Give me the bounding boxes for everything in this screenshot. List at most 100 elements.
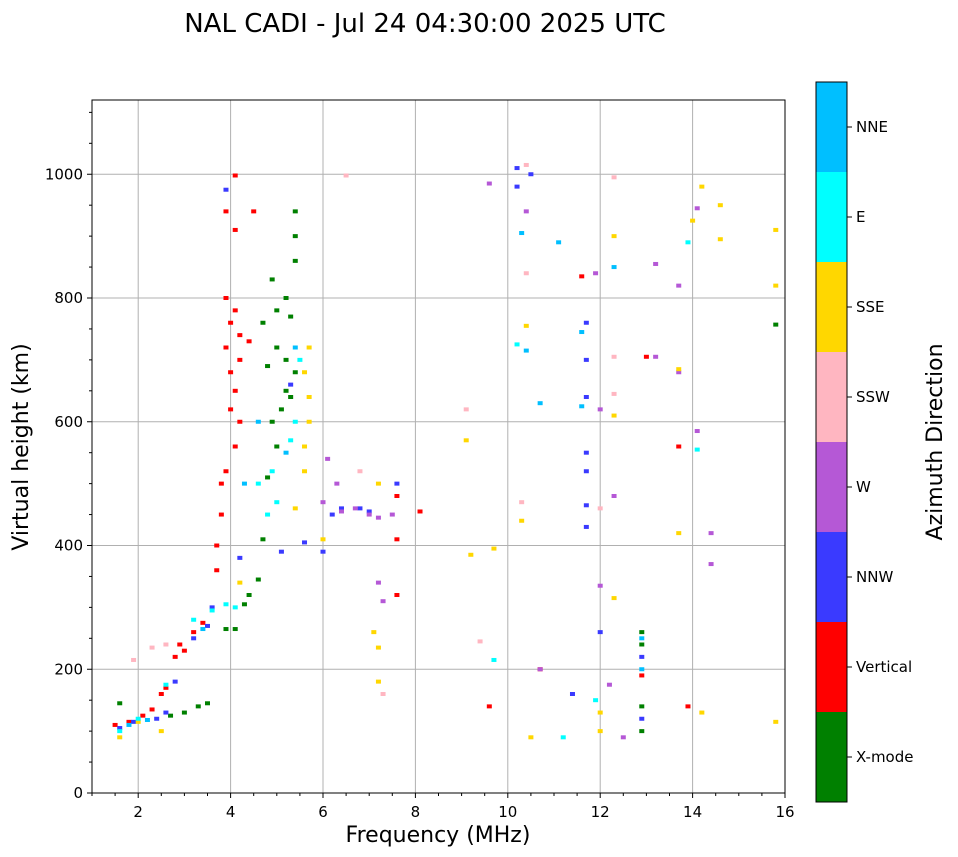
data-point-x-mode — [269, 277, 275, 282]
colorbar-title: Azimuth Direction — [923, 343, 948, 540]
data-point-sse — [463, 438, 469, 443]
data-point-sse — [292, 506, 298, 511]
data-point-x-mode — [117, 701, 123, 706]
data-point-nnw — [583, 357, 589, 362]
data-point-nne — [519, 231, 525, 236]
colorbar-segment-nnw — [816, 532, 847, 622]
data-point-e — [135, 716, 141, 721]
data-point-vertical — [232, 173, 238, 178]
data-point-sse — [676, 531, 682, 536]
data-point-x-mode — [639, 729, 645, 734]
data-point-e — [288, 438, 294, 443]
data-point-x-mode — [205, 701, 210, 706]
data-point-nne — [611, 265, 617, 270]
data-point-w — [352, 506, 358, 511]
data-point-vertical — [181, 648, 187, 653]
x-tick-label: 8 — [411, 803, 421, 821]
data-point-sse — [371, 630, 377, 635]
data-point-vertical — [140, 713, 146, 718]
data-point-nnw — [288, 382, 294, 387]
data-point-x-mode — [288, 314, 294, 319]
data-point-x-mode — [639, 630, 645, 635]
data-point-e — [255, 481, 261, 486]
data-point-sse — [773, 227, 779, 232]
data-point-x-mode — [181, 710, 187, 715]
data-point-sse — [375, 645, 381, 650]
data-point-vertical — [417, 509, 423, 514]
data-point-nnw — [639, 654, 645, 659]
y-tick-label: 600 — [54, 413, 83, 431]
colorbar-segment-ssw — [816, 352, 847, 442]
data-point-x-mode — [283, 296, 289, 300]
data-point-x-mode — [292, 258, 298, 263]
y-tick-label: 800 — [54, 289, 83, 307]
data-point-nnw — [329, 512, 335, 517]
data-point-vertical — [394, 593, 400, 597]
colorbar-label: X-mode — [856, 748, 913, 766]
data-point-x-mode — [283, 388, 289, 393]
data-point-nnw — [583, 450, 589, 455]
data-point-sse — [676, 367, 682, 372]
data-point-sse — [597, 710, 603, 715]
data-point-vertical — [214, 568, 220, 573]
data-point-nnw — [302, 540, 308, 545]
data-point-nnw — [154, 716, 160, 721]
data-point-x-mode — [274, 345, 280, 350]
data-point-nnw — [583, 320, 589, 325]
data-point-nne — [523, 348, 529, 353]
data-point-vertical — [232, 388, 238, 393]
data-point-vertical — [237, 333, 243, 338]
data-point-x-mode — [223, 627, 229, 632]
data-point-e — [209, 608, 215, 613]
data-point-nnw — [338, 506, 344, 511]
data-point-nne — [639, 667, 645, 672]
data-point-nnw — [163, 710, 169, 715]
data-point-nnw — [117, 726, 123, 731]
y-tick-label: 200 — [54, 660, 83, 678]
data-point-vertical — [237, 419, 243, 424]
data-point-x-mode — [232, 627, 238, 632]
data-point-nne — [200, 627, 206, 632]
data-point-vertical — [223, 469, 229, 474]
data-point-vertical — [579, 274, 585, 279]
colorbar-label: E — [856, 208, 865, 226]
data-point-x-mode — [639, 704, 645, 709]
data-point-nnw — [583, 524, 589, 529]
data-point-nne — [556, 240, 562, 245]
x-tick-label: 4 — [226, 803, 236, 821]
data-point-nnw — [514, 184, 520, 189]
data-point-ssw — [477, 639, 483, 644]
data-point-nnw — [172, 679, 178, 684]
data-point-vertical — [237, 357, 243, 362]
data-point-w — [523, 209, 529, 214]
y-tick-label: 1000 — [45, 165, 83, 183]
data-point-sse — [773, 719, 779, 724]
data-point-ssw — [380, 692, 386, 696]
data-point-sse — [611, 234, 617, 239]
data-point-nnw — [514, 166, 520, 171]
data-point-vertical — [246, 339, 252, 344]
data-point-nne — [579, 404, 585, 409]
data-point-sse — [519, 518, 525, 523]
data-point-nne — [241, 481, 247, 486]
data-point-w — [606, 682, 612, 687]
colorbar-label: NNW — [856, 568, 893, 586]
data-point-ssw — [463, 407, 469, 412]
data-point-x-mode — [260, 537, 266, 542]
data-point-e — [117, 729, 123, 734]
data-point-x-mode — [255, 577, 261, 582]
data-point-x-mode — [265, 364, 271, 369]
data-point-e — [265, 512, 271, 517]
data-point-nnw — [639, 716, 645, 721]
data-point-e — [163, 682, 169, 687]
data-point-ssw — [611, 354, 617, 359]
data-point-nnw — [366, 509, 372, 514]
data-point-vertical — [223, 296, 229, 300]
data-point-sse — [717, 237, 723, 242]
y-tick-label: 400 — [54, 537, 83, 555]
x-tick-label: 2 — [133, 803, 143, 821]
colorbar-label: W — [856, 478, 871, 496]
data-point-e — [593, 698, 599, 703]
data-point-vertical — [149, 707, 155, 712]
colorbar-segment-nne — [816, 82, 847, 172]
